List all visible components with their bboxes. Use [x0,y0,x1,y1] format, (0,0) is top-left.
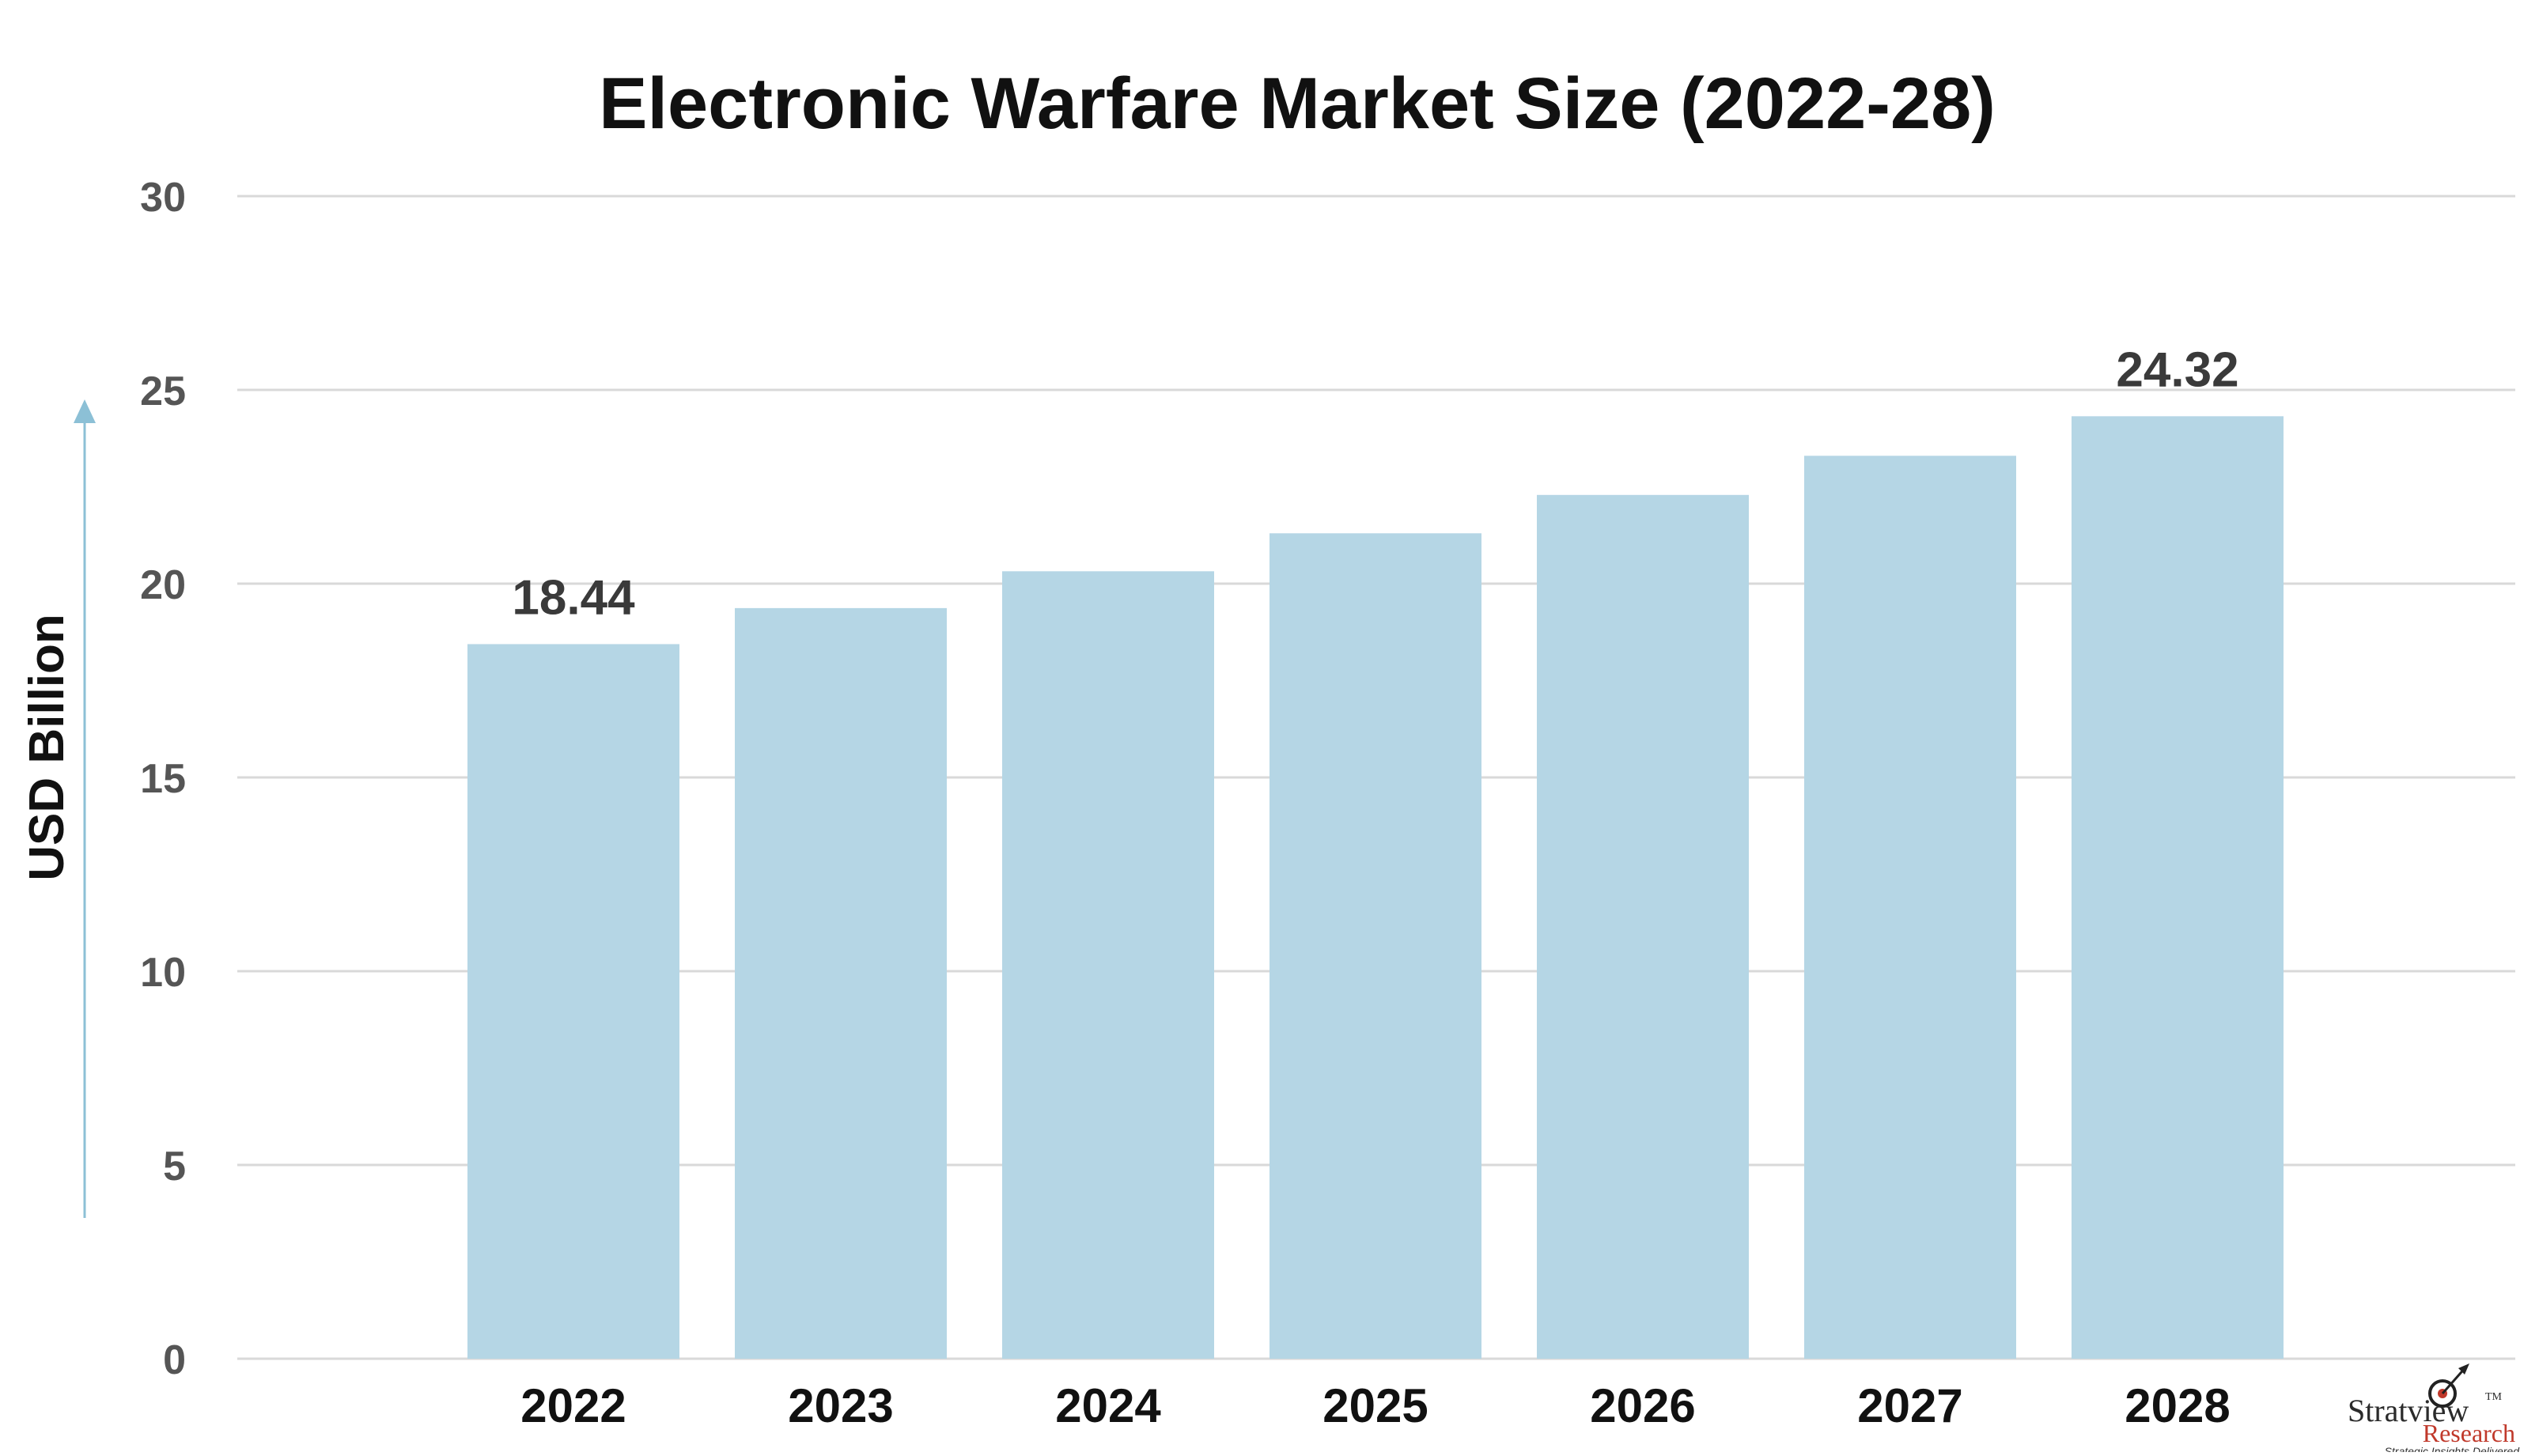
target-icon [2428,1363,2469,1408]
x-tick-labels: 2022 2023 2024 2025 2026 2027 2028 [520,1379,2230,1432]
bar-2022 [467,644,679,1359]
x-tick-label: 2024 [1055,1379,1161,1432]
bar-2026 [1537,494,1749,1359]
data-label: 24.32 [2116,342,2238,397]
x-tick-label: 2026 [1590,1379,1695,1432]
logo-sub: Research [2423,1419,2515,1447]
y-tick-label: 20 [140,562,186,608]
bars [467,416,2284,1359]
chart-title: Electronic Warfare Market Size (2022-28) [599,63,1996,144]
logo-name: Stratview [2348,1393,2469,1428]
y-tick-labels: 0 5 10 15 20 25 30 [140,175,186,1383]
x-tick-label: 2022 [520,1379,626,1432]
y-tick-label: 0 [163,1337,186,1383]
x-tick-label: 2023 [788,1379,893,1432]
stratview-logo: Stratview TM Research Strategic Insights… [2348,1363,2521,1456]
y-tick-label: 25 [140,369,186,414]
bar-2024 [1002,571,1214,1359]
logo-trademark: TM [2485,1391,2503,1403]
x-tick-label: 2025 [1322,1379,1428,1432]
y-tick-label: 10 [140,950,186,996]
y-axis-arrow-head [74,399,96,423]
bar-2023 [735,607,947,1359]
y-tick-label: 5 [163,1144,186,1189]
x-tick-label: 2028 [2125,1379,2230,1432]
logo-tagline: Strategic Insights Delivered [2385,1445,2521,1452]
bar-2025 [1270,533,1481,1359]
data-label: 18.44 [512,570,635,625]
bar-2028 [2072,416,2284,1359]
x-tick-label: 2027 [1857,1379,1962,1432]
y-axis-label-group: USD Billion [20,399,96,1218]
bar-2027 [1804,456,2016,1359]
y-tick-label: 15 [140,756,186,802]
y-axis-label: USD Billion [20,614,74,881]
data-labels: 18.44 24.32 [512,342,2238,625]
y-tick-label: 30 [140,175,186,221]
